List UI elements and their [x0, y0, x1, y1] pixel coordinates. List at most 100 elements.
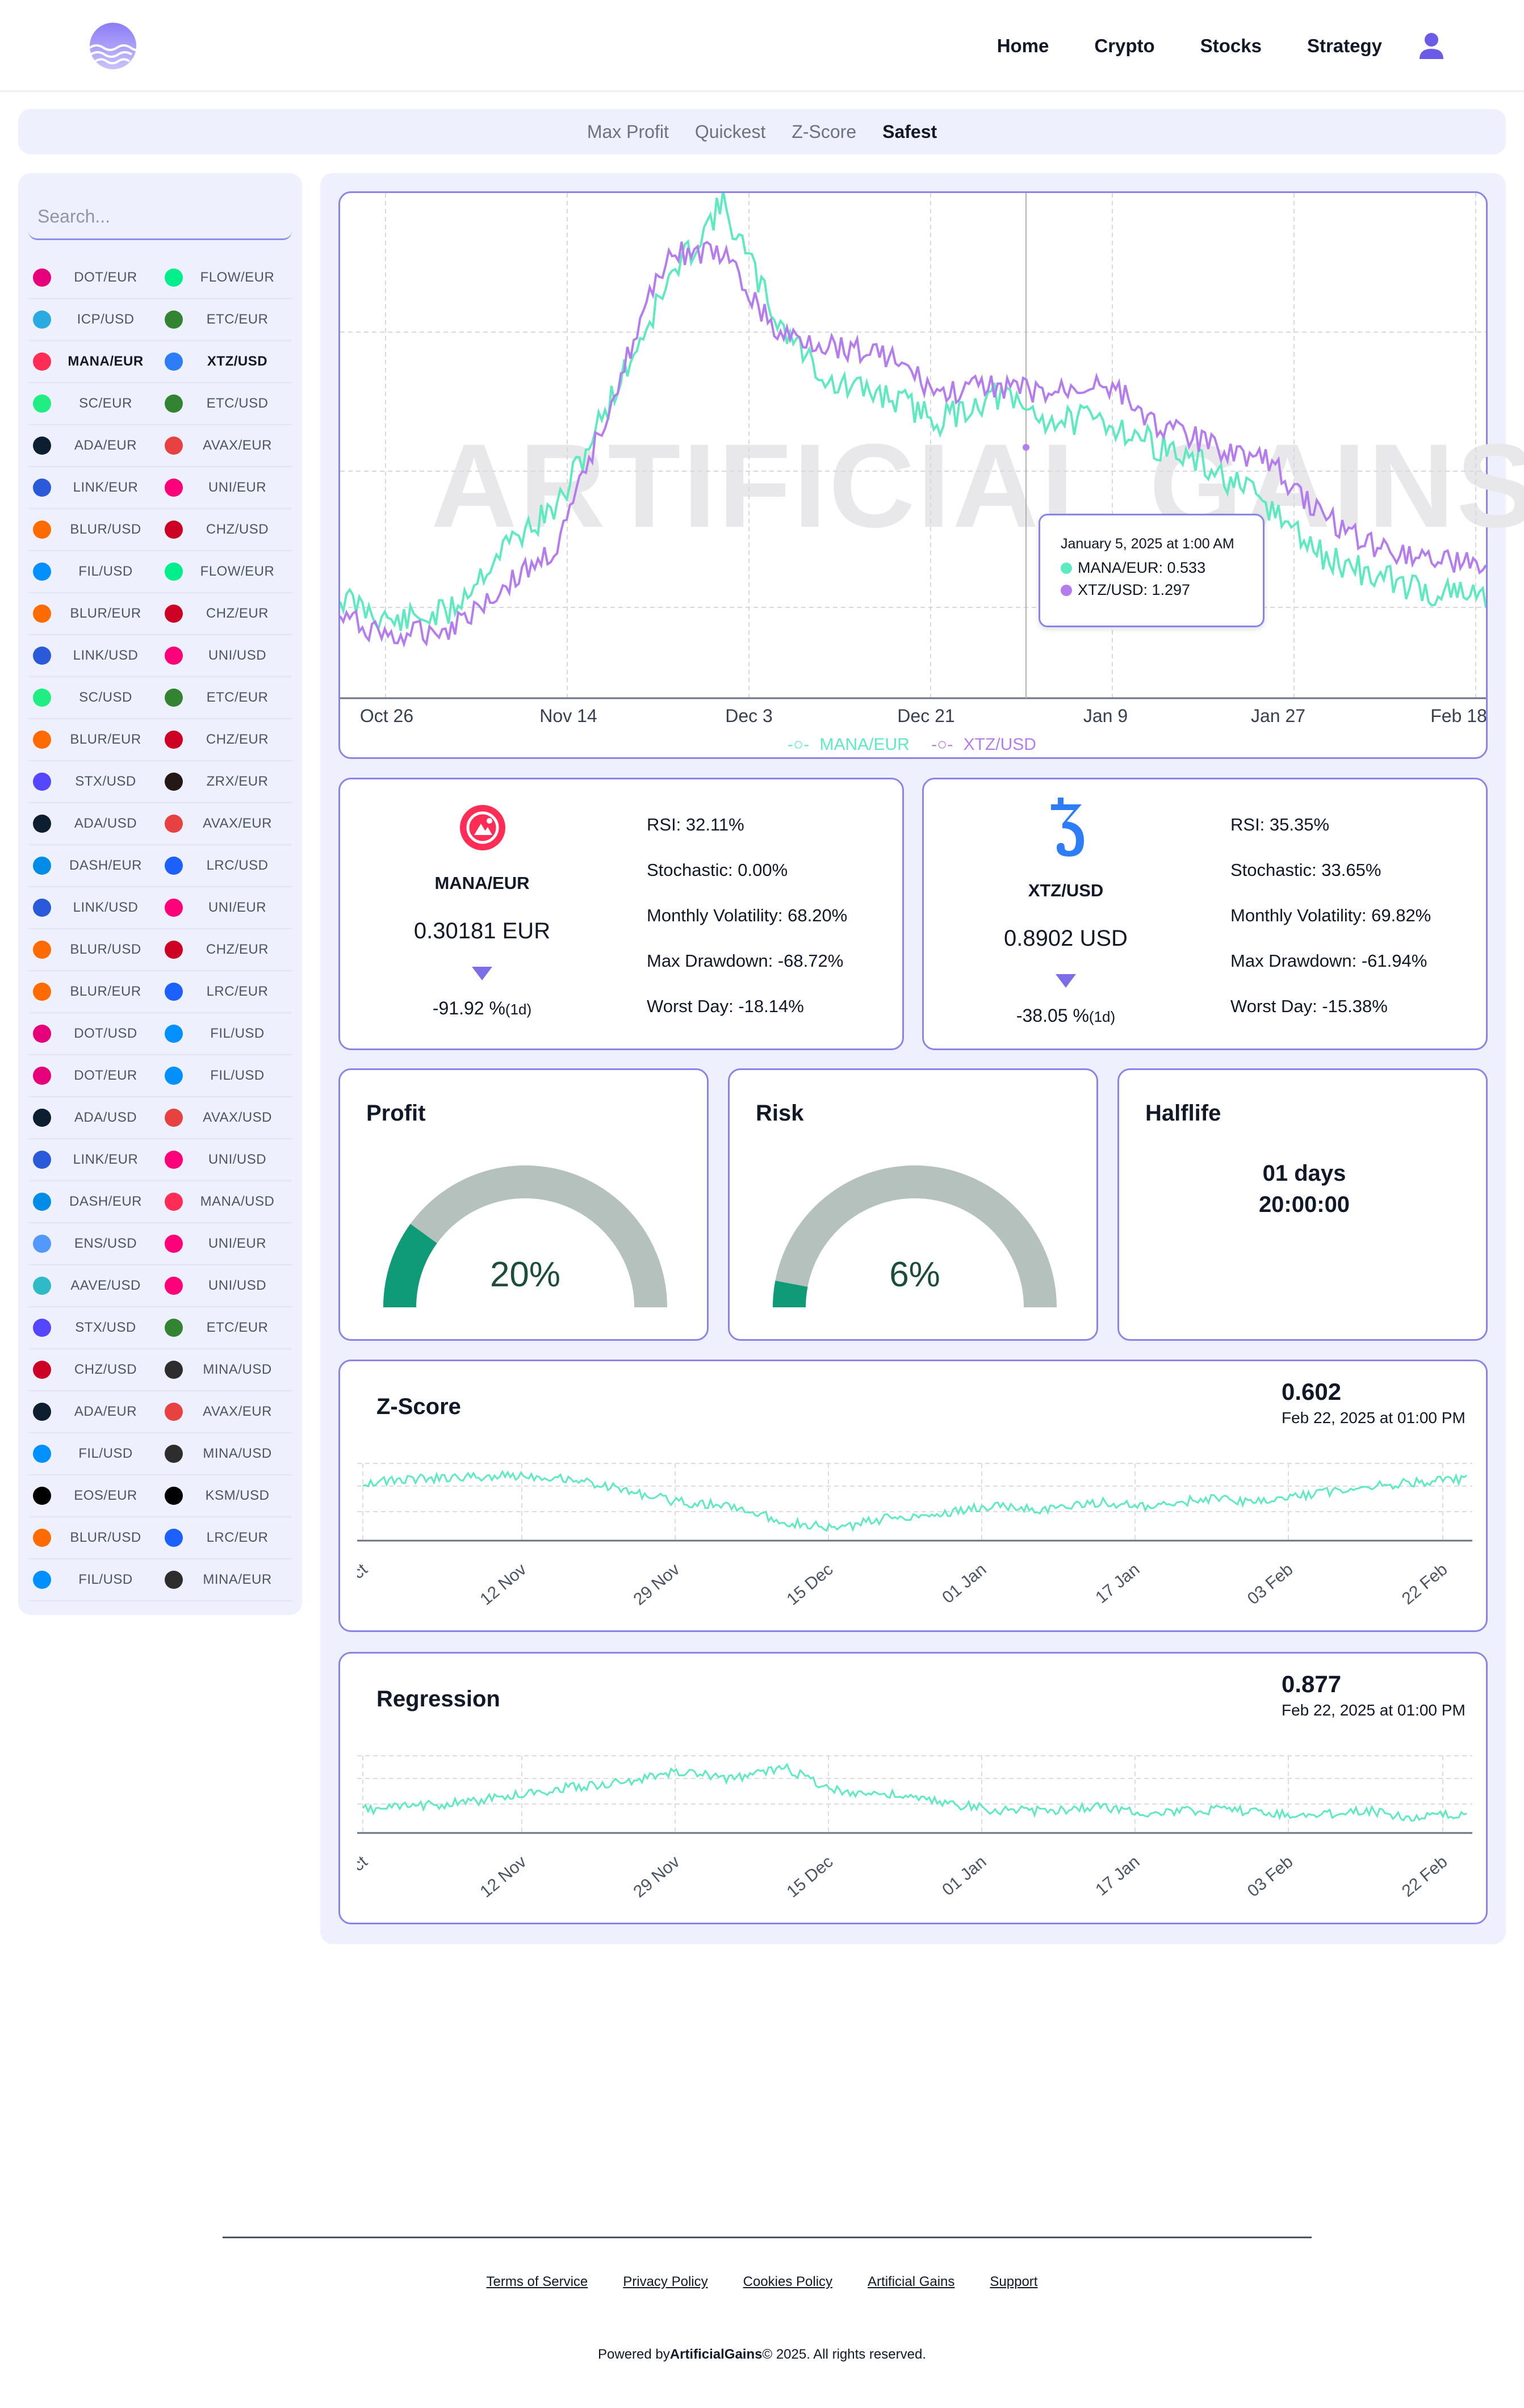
- pair-item-etc-usd[interactable]: ETC/USD: [160, 395, 292, 413]
- pair-item-fil-usd[interactable]: FIL/USD: [28, 1571, 160, 1589]
- pair-item-uni-usd[interactable]: UNI/USD: [160, 1277, 292, 1295]
- pair-item-avax-usd[interactable]: AVAX/USD: [160, 1109, 292, 1127]
- pair-item-mina-usd[interactable]: MINA/USD: [160, 1361, 292, 1379]
- pair-item-uni-eur[interactable]: UNI/EUR: [160, 899, 292, 917]
- pair-item-fil-usd[interactable]: FIL/USD: [160, 1025, 292, 1043]
- tab-safest[interactable]: Safest: [882, 121, 937, 142]
- zscore-title: Z-Score: [376, 1394, 461, 1419]
- pair-item-etc-eur[interactable]: ETC/EUR: [160, 311, 292, 329]
- flow-icon: [165, 269, 183, 287]
- pair-item-link-usd[interactable]: LINK/USD: [28, 647, 160, 665]
- pair-label: DOT/USD: [74, 1026, 137, 1041]
- pair-item-ada-eur[interactable]: ADA/EUR: [28, 1403, 160, 1421]
- x-tick-label: 03 Feb: [1244, 1560, 1297, 1608]
- terms-link[interactable]: Terms of Service: [486, 2274, 588, 2289]
- pair-row: BLUR/USD CHZ/USD: [28, 509, 292, 551]
- pair-item-etc-eur[interactable]: ETC/EUR: [160, 689, 292, 707]
- nav-strategy[interactable]: Strategy: [1307, 35, 1382, 56]
- nav-home[interactable]: Home: [997, 35, 1049, 56]
- pair-item-dot-usd[interactable]: DOT/USD: [28, 1025, 160, 1043]
- x-tick-label: 01 Jan: [939, 1852, 990, 1899]
- asset-change-unit: (1d): [1088, 1008, 1116, 1025]
- pair-item-ada-usd[interactable]: ADA/USD: [28, 815, 160, 833]
- pair-item-ksm-usd[interactable]: KSM/USD: [160, 1487, 292, 1505]
- support-link[interactable]: Support: [990, 2274, 1038, 2289]
- pair-item-blur-eur[interactable]: BLUR/EUR: [28, 983, 160, 1001]
- pair-item-blur-usd[interactable]: BLUR/USD: [28, 521, 160, 539]
- pair-item-stx-usd[interactable]: STX/USD: [28, 773, 160, 791]
- artificial-gains-logo[interactable]: [89, 22, 137, 70]
- pair-item-uni-usd[interactable]: UNI/USD: [160, 647, 292, 665]
- pair-item-ens-usd[interactable]: ENS/USD: [28, 1235, 160, 1253]
- pair-item-sc-usd[interactable]: SC/USD: [28, 689, 160, 707]
- pair-item-chz-eur[interactable]: CHZ/EUR: [160, 605, 292, 623]
- pair-item-lrc-usd[interactable]: LRC/USD: [160, 857, 292, 875]
- pair-item-zrx-eur[interactable]: ZRX/EUR: [160, 773, 292, 791]
- zscore-chart[interactable]: Oct 12 Nov 29 Nov 15 Dec 01 Jan 17 Jan 03 Feb 2…: [357, 1458, 1472, 1622]
- x-tick-label: Jan 27: [1251, 706, 1305, 726]
- pair-item-dot-eur[interactable]: DOT/EUR: [28, 1067, 160, 1085]
- pair-item-avax-eur[interactable]: AVAX/EUR: [160, 1403, 292, 1421]
- pair-item-mana-usd[interactable]: MANA/USD: [160, 1193, 292, 1211]
- pair-item-flow-eur[interactable]: FLOW/EUR: [160, 563, 292, 581]
- pair-item-blur-eur[interactable]: BLUR/EUR: [28, 731, 160, 749]
- pair-item-chz-usd[interactable]: CHZ/USD: [28, 1361, 160, 1379]
- price-chart[interactable]: Oct 26 Nov 14 Dec 3 Dec 21 Jan 9 Jan 27 Feb 18: [340, 193, 1486, 757]
- pair-item-dot-eur[interactable]: DOT/EUR: [28, 269, 160, 287]
- pair-item-sc-eur[interactable]: SC/EUR: [28, 395, 160, 413]
- pair-item-ada-usd[interactable]: ADA/USD: [28, 1109, 160, 1127]
- pair-item-chz-eur[interactable]: CHZ/EUR: [160, 941, 292, 959]
- artificial-gains-link[interactable]: Artificial Gains: [868, 2274, 955, 2289]
- pair-item-icp-usd[interactable]: ICP/USD: [28, 311, 160, 329]
- user-icon[interactable]: [1418, 32, 1445, 60]
- pair-item-fil-usd[interactable]: FIL/USD: [28, 1445, 160, 1463]
- pair-item-stx-usd[interactable]: STX/USD: [28, 1319, 160, 1337]
- pair-item-link-eur[interactable]: LINK/EUR: [28, 1151, 160, 1169]
- pair-item-dash-eur[interactable]: DASH/EUR: [28, 1193, 160, 1211]
- pair-item-xtz-usd[interactable]: XTZ/USD: [160, 353, 292, 371]
- nav-crypto[interactable]: Crypto: [1094, 35, 1155, 56]
- pair-label: FLOW/EUR: [200, 270, 275, 285]
- pair-item-avax-eur[interactable]: AVAX/EUR: [160, 437, 292, 455]
- stat-drawdown: Max Drawdown: -61.94%: [1230, 951, 1427, 971]
- search-input[interactable]: [28, 195, 292, 240]
- regression-chart[interactable]: Oct 12 Nov 29 Nov 15 Dec 01 Jan 17 Jan 03 Feb 2…: [357, 1750, 1472, 1915]
- pair-item-blur-usd[interactable]: BLUR/USD: [28, 1529, 160, 1547]
- pair-item-lrc-eur[interactable]: LRC/EUR: [160, 1529, 292, 1547]
- pair-item-lrc-eur[interactable]: LRC/EUR: [160, 983, 292, 1001]
- privacy-link[interactable]: Privacy Policy: [623, 2274, 708, 2289]
- pair-item-blur-usd[interactable]: BLUR/USD: [28, 941, 160, 959]
- pair-item-mana-eur[interactable]: MANA/EUR: [28, 353, 160, 371]
- pair-label: MINA/USD: [203, 1446, 272, 1461]
- pair-item-uni-eur[interactable]: UNI/EUR: [160, 479, 292, 497]
- pair-item-flow-eur[interactable]: FLOW/EUR: [160, 269, 292, 287]
- cardano-icon: [33, 437, 51, 455]
- pair-item-eos-eur[interactable]: EOS/EUR: [28, 1487, 160, 1505]
- tab-quickest[interactable]: Quickest: [694, 121, 766, 142]
- cookies-link[interactable]: Cookies Policy: [743, 2274, 833, 2289]
- tab-max-profit[interactable]: Max Profit: [587, 121, 669, 142]
- pair-item-dash-eur[interactable]: DASH/EUR: [28, 857, 160, 875]
- pair-item-chz-usd[interactable]: CHZ/USD: [160, 521, 292, 539]
- pair-item-avax-eur[interactable]: AVAX/EUR: [160, 815, 292, 833]
- pair-item-mina-eur[interactable]: MINA/EUR: [160, 1571, 292, 1589]
- pair-item-aave-usd[interactable]: AAVE/USD: [28, 1277, 160, 1295]
- pair-item-uni-usd[interactable]: UNI/USD: [160, 1151, 292, 1169]
- pair-item-etc-eur[interactable]: ETC/EUR: [160, 1319, 292, 1337]
- pair-item-fil-usd[interactable]: FIL/USD: [28, 563, 160, 581]
- watermark: ARTIFICIAL GAINS: [431, 419, 1524, 552]
- pair-item-link-eur[interactable]: LINK/EUR: [28, 479, 160, 497]
- pair-item-uni-eur[interactable]: UNI/EUR: [160, 1235, 292, 1253]
- pair-item-chz-eur[interactable]: CHZ/EUR: [160, 731, 292, 749]
- pair-item-mina-usd[interactable]: MINA/USD: [160, 1445, 292, 1463]
- pair-item-fil-usd[interactable]: FIL/USD: [160, 1067, 292, 1085]
- pair-item-blur-eur[interactable]: BLUR/EUR: [28, 605, 160, 623]
- nav-stocks[interactable]: Stocks: [1200, 35, 1262, 56]
- tab-z-score[interactable]: Z-Score: [792, 121, 857, 142]
- pair-item-ada-eur[interactable]: ADA/EUR: [28, 437, 160, 455]
- pair-item-link-usd[interactable]: LINK/USD: [28, 899, 160, 917]
- down-arrow-icon: [1056, 974, 1076, 988]
- legend-xtz[interactable]: -○- XTZ/USD: [931, 735, 1036, 754]
- regression-date: Feb 22, 2025 at 01:00 PM: [1282, 1701, 1466, 1719]
- legend-mana[interactable]: -○- MANA/EUR: [788, 735, 910, 754]
